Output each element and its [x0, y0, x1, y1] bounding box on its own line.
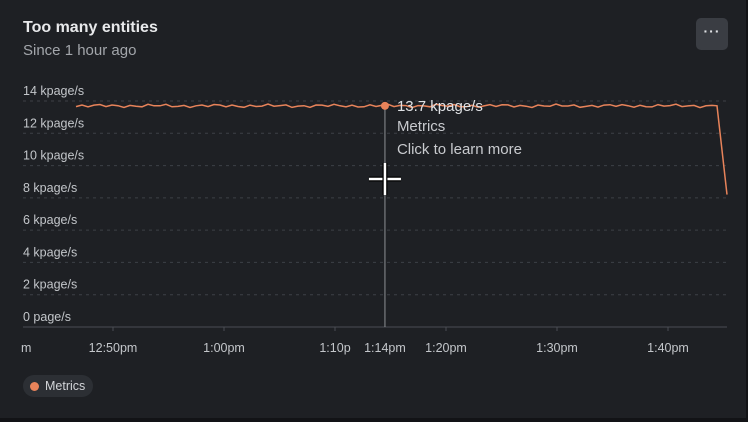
- x-tick-label-active: 1:14pm: [364, 341, 406, 355]
- y-tick-label: 12 kpage/s: [23, 116, 84, 130]
- x-tick-label: 1:40pm: [647, 341, 689, 355]
- y-tick-label: 0 page/s: [23, 310, 71, 324]
- hover-point[interactable]: [380, 101, 389, 110]
- chart-title: Too many entities: [23, 19, 158, 36]
- x-tick-label: 1:20pm: [425, 341, 467, 355]
- series-line-metrics: [75, 103, 728, 195]
- y-tick-label: 14 kpage/s: [23, 84, 84, 98]
- y-tick-label: 10 kpage/s: [23, 149, 84, 163]
- legend-item-metrics[interactable]: Metrics: [23, 375, 94, 397]
- x-tick-label: 1:00pm: [203, 341, 245, 355]
- y-tick-label: 2 kpage/s: [23, 278, 77, 292]
- more-icon: ···: [703, 23, 721, 39]
- y-tick-label: 4 kpage/s: [23, 245, 77, 259]
- x-tick-label: 1:10p: [319, 341, 350, 355]
- x-tick-label: 12:50pm: [89, 341, 138, 355]
- legend-swatch: [30, 381, 39, 391]
- y-tick-label: 8 kpage/s: [23, 181, 77, 195]
- crosshair-cursor-icon: [368, 163, 401, 195]
- legend-label: Metrics: [45, 379, 86, 393]
- tooltip-series: Metrics: [397, 118, 445, 135]
- tooltip-value: 13.7 kpage/s: [397, 98, 483, 115]
- x-tick-label: 1:30pm: [536, 341, 578, 355]
- tooltip-hint-link[interactable]: Click to learn more: [397, 141, 522, 158]
- more-options-button[interactable]: ···: [696, 18, 728, 50]
- y-tick-label: 6 kpage/s: [23, 213, 77, 227]
- chart-subtitle: Since 1 hour ago: [23, 42, 137, 59]
- x-tick-label: m: [21, 341, 31, 355]
